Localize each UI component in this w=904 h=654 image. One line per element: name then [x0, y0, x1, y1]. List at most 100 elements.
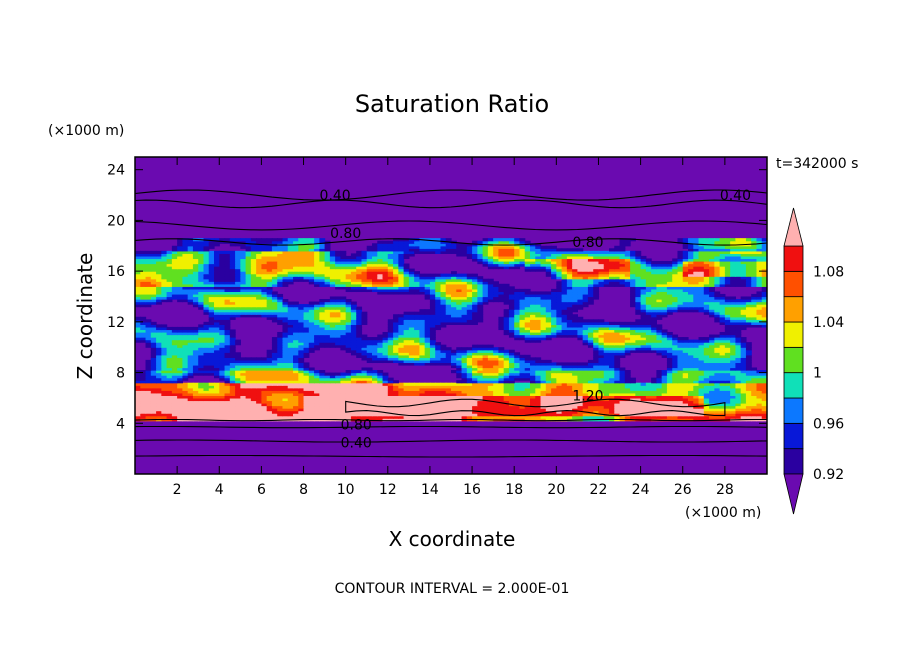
heatmap-cell: [672, 296, 679, 300]
heatmap-cell: [582, 402, 589, 407]
heatmap-cell: [303, 362, 310, 366]
heatmap-cell: [429, 415, 436, 419]
heatmap-cell: [145, 304, 152, 308]
heatmap-cell: [614, 372, 621, 376]
heatmap-cell: [145, 342, 152, 346]
heatmap-cell: [250, 402, 257, 407]
heatmap-cell: [508, 288, 515, 293]
heatmap-cell: [366, 390, 373, 394]
heatmap-cell: [651, 319, 657, 323]
heatmap-cell: [435, 408, 442, 412]
heatmap-cell: [466, 385, 473, 389]
heatmap-cell: [324, 380, 331, 384]
heatmap-cell: [461, 359, 468, 364]
heatmap-cell: [640, 316, 647, 320]
heatmap-cell: [693, 293, 700, 298]
heatmap-cell: [219, 354, 226, 358]
heatmap-cell: [451, 387, 457, 391]
heatmap-cell: [329, 331, 336, 336]
heatmap-cell: [535, 291, 542, 295]
heatmap-cell: [682, 375, 689, 379]
heatmap-cell: [487, 372, 494, 376]
heatmap-cell: [482, 392, 489, 396]
heatmap-cell: [219, 395, 226, 399]
heatmap-cell: [319, 413, 326, 417]
heatmap-cell: [524, 321, 531, 325]
heatmap-cell: [735, 367, 742, 371]
heatmap-cell: [224, 321, 231, 325]
heatmap-cell: [298, 306, 305, 310]
heatmap-cell: [482, 344, 489, 348]
heatmap-cell: [145, 400, 152, 404]
heatmap-cell: [540, 377, 547, 381]
heatmap-cell: [487, 291, 494, 295]
heatmap-cell: [672, 354, 679, 358]
heatmap-cell: [235, 380, 241, 384]
heatmap-cell: [271, 339, 278, 343]
heatmap-cell: [171, 337, 178, 341]
heatmap-cell: [140, 387, 147, 391]
heatmap-cell: [266, 367, 273, 371]
heatmap-cell: [150, 293, 157, 298]
heatmap-cell: [535, 370, 542, 374]
heatmap-cell: [466, 349, 473, 353]
heatmap-cell: [182, 375, 189, 379]
heatmap-cell: [350, 372, 357, 376]
heatmap-cell: [682, 400, 689, 404]
heatmap-cell: [214, 402, 220, 407]
heatmap-cell: [693, 395, 700, 399]
heatmap-cell: [508, 367, 515, 371]
heatmap-cell: [693, 390, 700, 394]
heatmap-cell: [635, 347, 642, 351]
heatmap-cell: [261, 397, 268, 402]
heatmap-cell: [350, 311, 357, 315]
heatmap-cell: [340, 377, 347, 381]
heatmap-cell: [192, 415, 199, 419]
heatmap-cell: [182, 293, 189, 298]
heatmap-cell: [630, 321, 636, 325]
heatmap-cell: [150, 352, 157, 356]
heatmap-cell: [203, 387, 210, 391]
heatmap-cell: [377, 413, 384, 417]
heatmap-cell: [540, 311, 547, 315]
heatmap-cell: [519, 418, 526, 422]
heatmap-cell: [561, 334, 568, 338]
heatmap-cell: [177, 299, 183, 303]
heatmap-cell: [508, 395, 515, 399]
heatmap-cell: [245, 380, 252, 384]
heatmap-cell: [530, 314, 536, 318]
heatmap-cell: [698, 392, 705, 396]
heatmap-cell: [566, 375, 573, 379]
heatmap-cell: [698, 301, 705, 305]
heatmap-cell: [682, 392, 689, 396]
heatmap-cell: [203, 329, 210, 333]
heatmap-cell: [582, 342, 589, 346]
heatmap-cell: [498, 395, 505, 399]
heatmap-cell: [730, 370, 736, 374]
heatmap-cell: [519, 357, 526, 361]
heatmap-cell: [672, 390, 679, 394]
heatmap-cell: [271, 364, 278, 369]
heatmap-cell: [440, 319, 447, 323]
heatmap-cell: [656, 337, 663, 341]
heatmap-cell: [709, 385, 715, 389]
heatmap-cell: [287, 415, 294, 419]
heatmap-cell: [598, 329, 605, 333]
heatmap-cell: [472, 293, 478, 298]
heatmap-cell: [329, 299, 336, 303]
heatmap-cell: [461, 299, 468, 303]
heatmap-cell: [408, 402, 415, 407]
heatmap-cell: [161, 296, 168, 300]
heatmap-cell: [561, 306, 568, 310]
heatmap-cell: [208, 331, 215, 336]
heatmap-cell: [487, 385, 494, 389]
heatmap-cell: [408, 385, 415, 389]
heatmap-cell: [666, 339, 673, 343]
heatmap-cell: [377, 402, 384, 407]
heatmap-cell: [572, 316, 578, 320]
heatmap-cell: [751, 387, 758, 391]
heatmap-cell: [282, 408, 289, 412]
heatmap-cell: [229, 293, 236, 298]
heatmap-cell: [545, 296, 552, 300]
heatmap-cell: [140, 326, 147, 331]
